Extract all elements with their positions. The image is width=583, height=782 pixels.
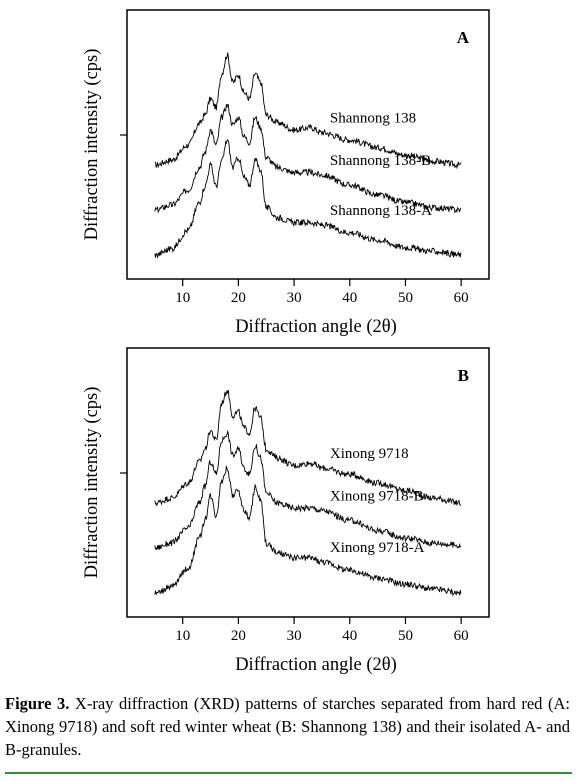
x-tick-label: 50 <box>398 628 413 644</box>
x-tick-label: 10 <box>175 290 190 306</box>
x-tick-label: 30 <box>287 290 302 306</box>
x-tick-label: 20 <box>231 290 246 306</box>
figure-caption: Figure 3. X-ray diffraction (XRD) patter… <box>5 692 570 761</box>
plot-frame <box>126 347 490 618</box>
series-line <box>154 465 462 597</box>
series-line <box>154 429 462 551</box>
series-line <box>154 389 462 507</box>
x-tick-label: 50 <box>398 290 413 306</box>
figure-caption-label: Figure 3. <box>5 694 70 713</box>
x-tick-label: 40 <box>342 290 357 306</box>
x-axis-label: Diffraction angle (2θ) <box>235 655 397 675</box>
y-axis-label: Diffraction intensity (cps) <box>82 387 102 579</box>
x-tick-label: 60 <box>454 290 469 306</box>
series-label: Xinong 9718-A <box>330 540 425 556</box>
panel-label: B <box>458 366 469 385</box>
x-tick-label: 20 <box>231 628 246 644</box>
series-line <box>154 104 462 214</box>
series-label: Xinong 9718 <box>330 446 409 462</box>
panel-label: A <box>457 28 470 47</box>
chart-panel-b: 10 20 30 40 50 60 Diffraction angle (2θ) Diffra… <box>82 347 490 675</box>
plot-frame <box>126 9 490 280</box>
x-tick-label: 60 <box>454 628 469 644</box>
series-line <box>154 52 462 170</box>
series-label: Shannong 138 <box>330 111 416 127</box>
y-axis-label: Diffraction intensity (cps) <box>82 49 102 241</box>
caption-divider <box>5 772 572 774</box>
series-label: Xinong 9718-B <box>330 489 424 505</box>
x-tick-label: 10 <box>175 628 190 644</box>
x-tick-label: 30 <box>287 628 302 644</box>
x-tick-label: 40 <box>342 628 357 644</box>
x-axis-label: Diffraction angle (2θ) <box>235 317 397 337</box>
series-line <box>154 139 462 259</box>
figure-caption-text: X-ray diffraction (XRD) patterns of star… <box>5 694 570 759</box>
series-label: Shannong 138-B <box>330 153 431 169</box>
chart-panel-a: 10 20 30 40 50 60 Diffraction angle (2θ) Diffra… <box>82 9 490 337</box>
series-label: Shannong 138-A <box>330 203 432 219</box>
